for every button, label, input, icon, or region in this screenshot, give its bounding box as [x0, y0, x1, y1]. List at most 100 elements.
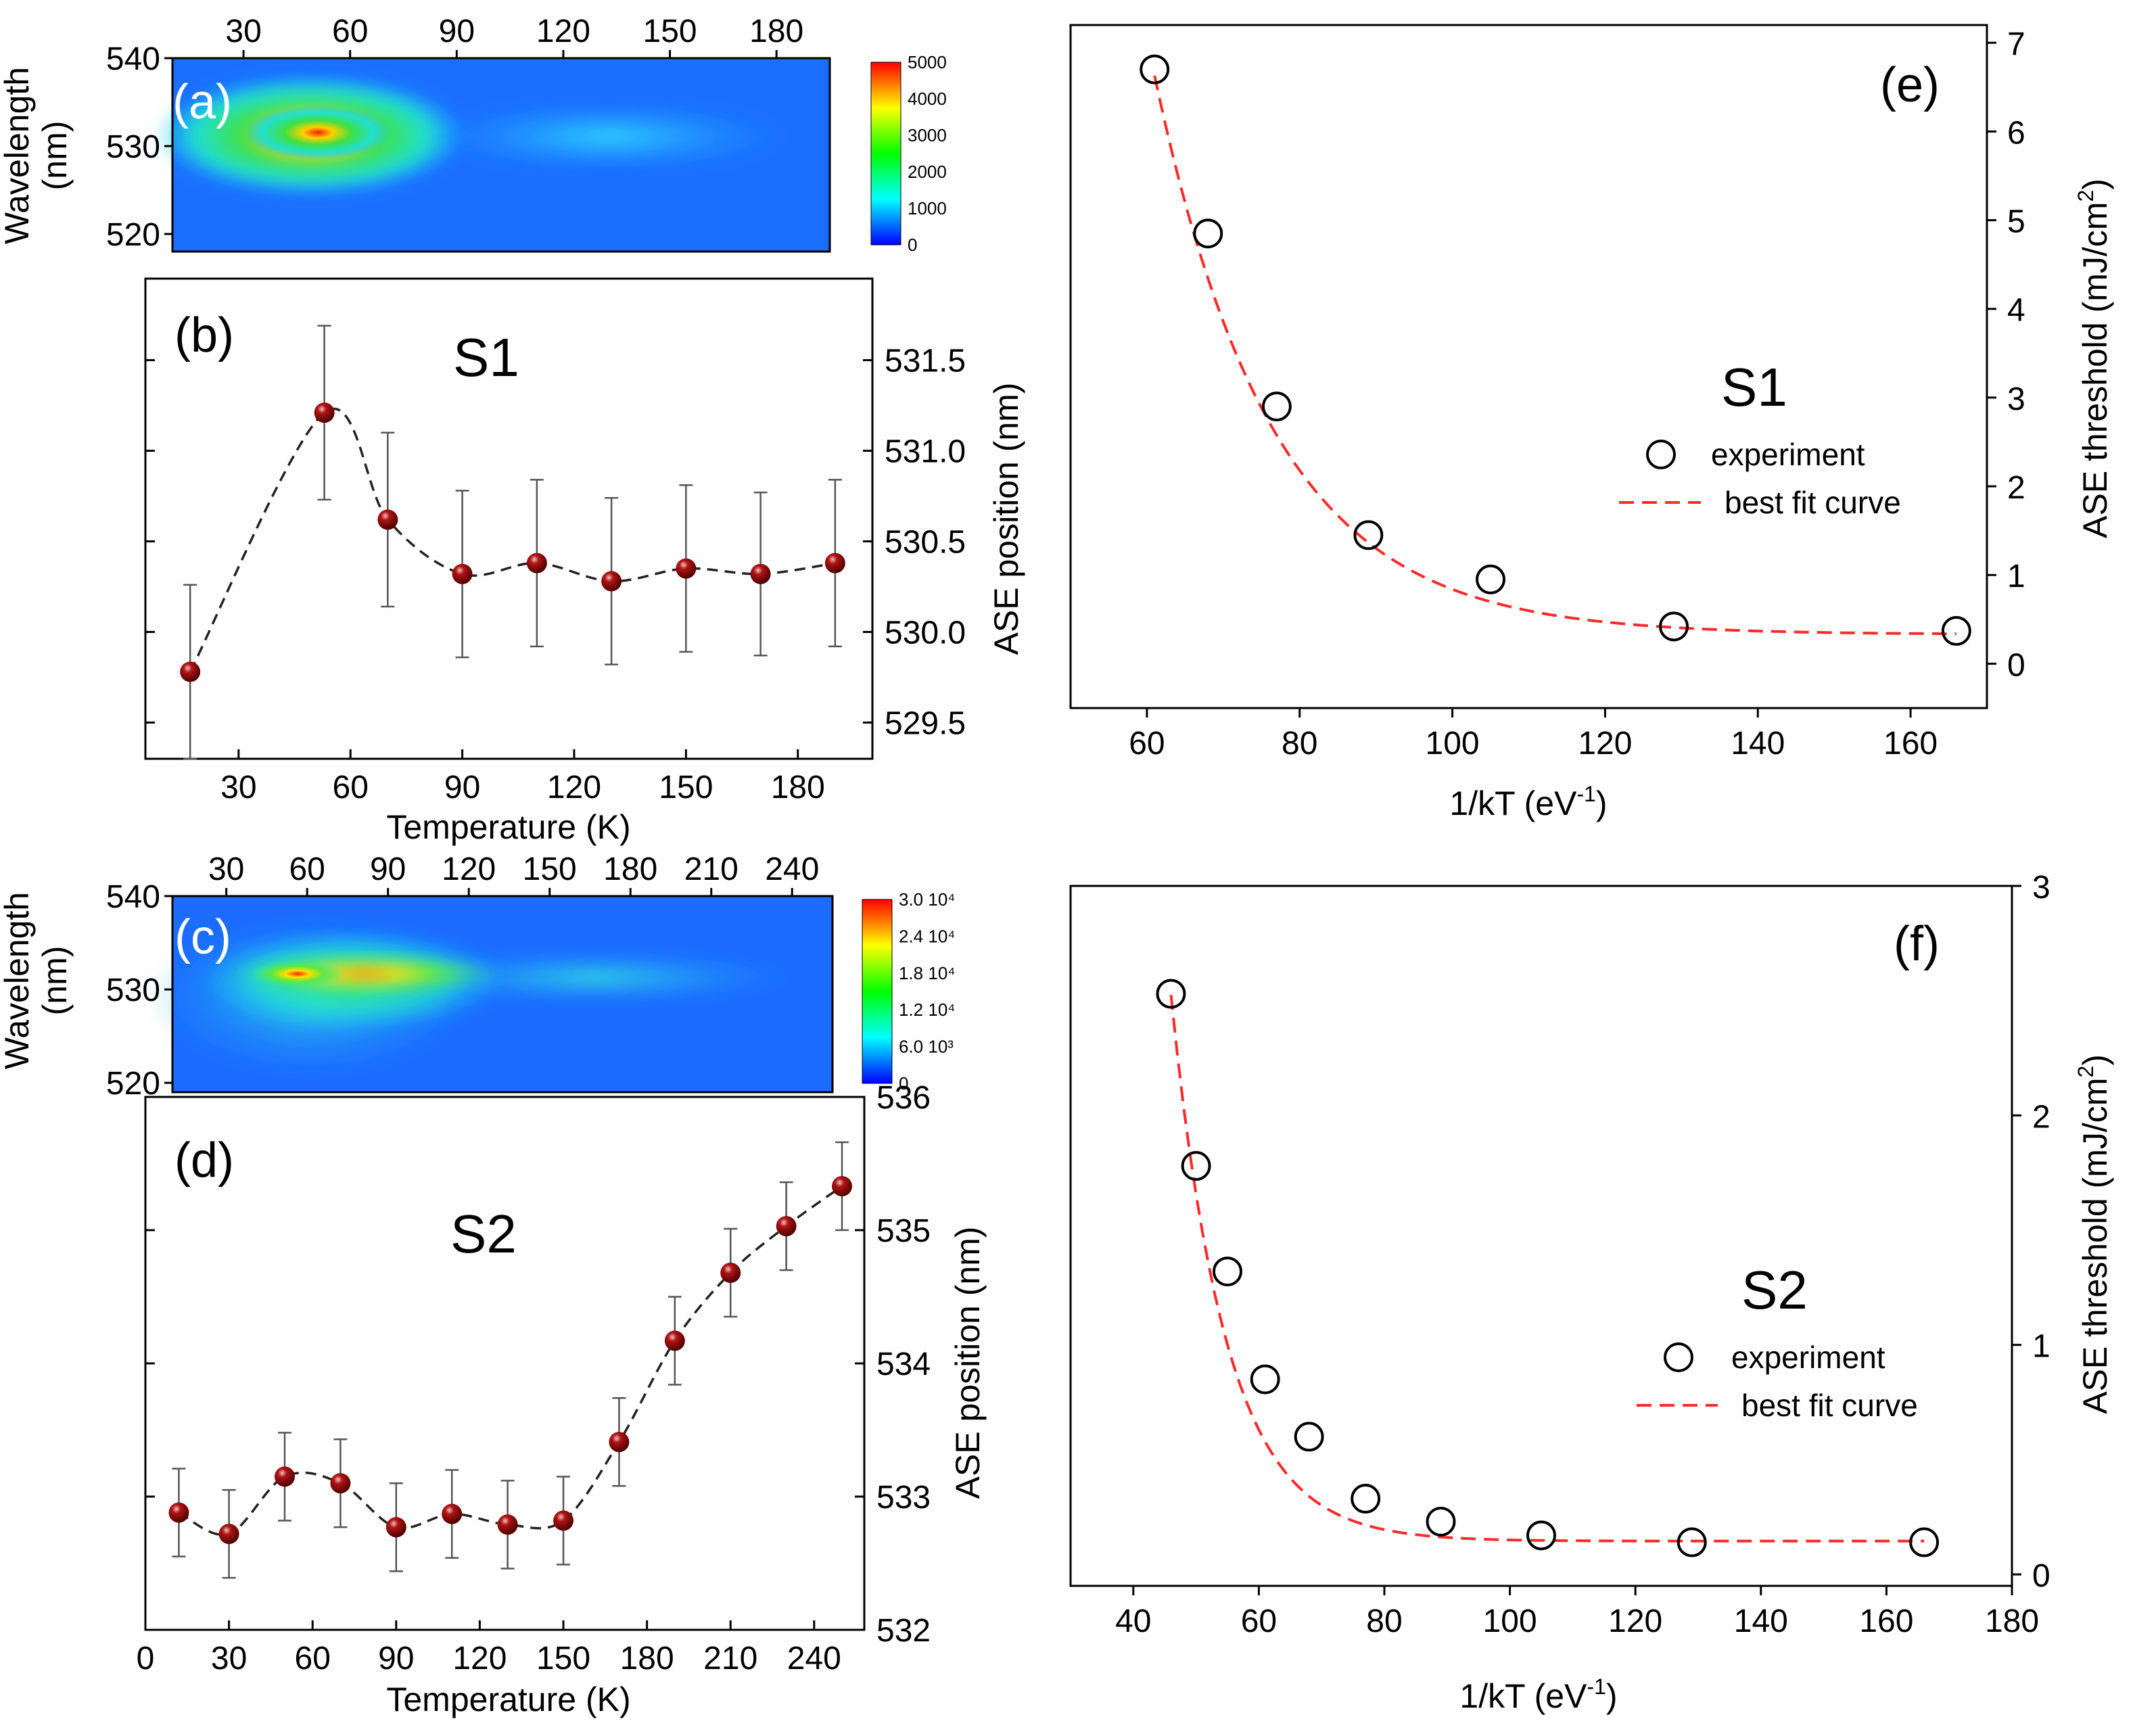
legend-fit-e: best fit curve — [1725, 485, 1901, 520]
panel-b: 30 60 90 120 150 180 529.5 530.0 530.5 531.0 531.5… — [144, 277, 1025, 846]
y-tick-label-d-4: 536 — [876, 1080, 931, 1116]
ylabel-unit-a: (nm) — [36, 121, 74, 191]
top-tick-label-c-7: 240 — [765, 851, 819, 887]
x-tick-label-d-8: 240 — [787, 1641, 841, 1676]
error-bar-point-d-10 — [720, 1227, 741, 1318]
y-tick-label-e-7: 7 — [2007, 26, 2025, 62]
y-tick-label-d-1: 533 — [876, 1480, 931, 1516]
x-tick-label-f-0: 40 — [1115, 1603, 1151, 1639]
y-tick-label-e-5: 5 — [2007, 204, 2025, 240]
xlabel-e: 1/kT (eV-1) — [1449, 782, 1607, 822]
x-tick-label-b-2: 90 — [444, 770, 480, 805]
data-point-e-4 — [1476, 564, 1506, 594]
data-point-e-0 — [1140, 54, 1170, 85]
y-tick-label-f-1: 1 — [2032, 1329, 2050, 1365]
error-bar-point-d-2 — [275, 1432, 296, 1522]
error-bar-point-b-5 — [601, 496, 622, 665]
data-point-d-11 — [776, 1216, 797, 1237]
panel-d: 0 30 60 90 120 150 180 210 240 532 533 534 535 536 (d… — [137, 1080, 987, 1718]
ylabel-d: ASE position (nm) — [949, 1227, 987, 1499]
error-bar-point-d-7 — [553, 1476, 574, 1566]
data-point-d-1 — [218, 1524, 239, 1545]
trend-line-b — [189, 407, 836, 673]
colorbar-label-a-4: 1000 — [908, 198, 947, 218]
y-tick-label-e-1: 1 — [2007, 559, 2025, 594]
panel-label-a: (a) — [172, 75, 232, 129]
heatmap-c — [149, 896, 833, 1092]
error-bar-point-b-1 — [314, 325, 335, 501]
colorbar-label-c-4: 6.0 10³ — [899, 1037, 954, 1057]
data-point-b-8 — [824, 553, 845, 573]
y-tick-label-c-1: 530 — [106, 972, 160, 1008]
legend-marker-f — [1664, 1342, 1693, 1372]
panel-label-e: (e) — [1880, 58, 1940, 112]
error-bar-point-d-1 — [218, 1488, 239, 1579]
colorbar-label-a-0: 5000 — [908, 52, 947, 72]
data-point-d-8 — [609, 1432, 630, 1453]
data-point-e-5 — [1659, 611, 1689, 642]
x-tick-label-d-6: 180 — [620, 1641, 674, 1676]
error-bar-point-b-6 — [676, 484, 697, 653]
colorbar-label-a-1: 4000 — [908, 89, 947, 109]
x-tick-label-f-4: 120 — [1608, 1603, 1662, 1639]
panel-e: 60 80 100 120 140 160 0 1 2 3 4 5 6 7 (e) S1 experime… — [1069, 24, 2114, 822]
x-tick-label-d-4: 120 — [452, 1641, 507, 1676]
y-tick-label-c-0: 520 — [106, 1066, 160, 1102]
data-point-f-8 — [1677, 1527, 1707, 1557]
x-tick-label-e-3: 120 — [1578, 726, 1632, 761]
x-tick-label-d-2: 60 — [295, 1641, 331, 1676]
series-label-d: S2 — [450, 1204, 517, 1264]
series-label-e: S1 — [1721, 357, 1787, 417]
error-bar-point-b-3 — [452, 490, 473, 659]
x-tick-label-b-0: 30 — [220, 770, 256, 805]
x-tick-label-e-5: 160 — [1883, 726, 1938, 761]
data-point-e-1 — [1193, 218, 1223, 249]
data-point-d-10 — [720, 1263, 741, 1284]
ylabel-e: ASE threshold (mJ/cm2) — [2073, 179, 2114, 538]
data-point-d-6 — [497, 1514, 518, 1535]
error-bar-point-d-3 — [330, 1438, 351, 1528]
error-bar-point-b-7 — [750, 491, 771, 657]
top-tick-label-a-4: 150 — [643, 14, 697, 49]
legend-experiment-e: experiment — [1711, 437, 1865, 472]
x-tick-label-d-7: 210 — [703, 1641, 757, 1676]
panel-label-c: (c) — [174, 910, 231, 964]
data-point-f-5 — [1351, 1484, 1381, 1514]
x-tick-label-f-7: 180 — [1985, 1603, 2039, 1639]
x-tick-label-e-0: 60 — [1129, 726, 1165, 761]
data-point-f-9 — [1909, 1527, 1940, 1557]
x-tick-label-e-1: 80 — [1282, 726, 1317, 761]
data-point-e-6 — [1941, 615, 1971, 646]
legend-fit-f: best fit curve — [1741, 1388, 1918, 1423]
data-point-b-4 — [526, 553, 547, 573]
error-bar-point-d-6 — [497, 1480, 518, 1570]
colorbar-label-a-3: 2000 — [908, 162, 947, 182]
ylabel-c: Wavelength — [0, 892, 36, 1069]
panel-label-d: (d) — [174, 1133, 234, 1188]
data-point-f-2 — [1213, 1257, 1242, 1287]
x-tick-label-e-2: 100 — [1426, 726, 1480, 761]
y-tick-label-b-0: 529.5 — [885, 705, 966, 741]
top-tick-label-c-6: 210 — [684, 851, 739, 887]
xlabel-b: Temperature (K) — [386, 808, 630, 846]
error-bar-point-b-8 — [824, 479, 845, 648]
data-point-b-0 — [180, 661, 201, 682]
error-bar-point-d-12 — [832, 1141, 853, 1231]
panel-label-b: (b) — [174, 308, 234, 362]
top-tick-label-c-2: 90 — [370, 851, 406, 887]
y-tick-label-d-0: 532 — [876, 1613, 931, 1649]
colorbar-a: 5000 4000 3000 2000 1000 0 — [870, 52, 947, 255]
colorbar-label-a-5: 0 — [908, 235, 917, 255]
y-tick-label-d-2: 534 — [876, 1346, 931, 1382]
xlabel-f: 1/kT (eV-1) — [1459, 1674, 1617, 1715]
panel-f: 40 60 80 100 120 140 160 180 0 1 2 3 (f) S2 experim… — [1069, 870, 2114, 1715]
ylabel-b: ASE position (nm) — [987, 383, 1025, 655]
colorbar-c: 3.0 10⁴ 2.4 10⁴ 1.8 10⁴ 1.2 10⁴ 6.0 10³ 0 — [862, 889, 955, 1094]
colorbar-label-c-1: 2.4 10⁴ — [899, 926, 955, 946]
x-tick-label-b-3: 120 — [547, 770, 601, 805]
legend-marker-e — [1646, 440, 1676, 469]
top-tick-label-c-0: 30 — [208, 851, 244, 887]
y-tick-label-e-2: 2 — [2007, 470, 2025, 506]
data-point-d-4 — [385, 1517, 406, 1538]
error-bar-point-d-5 — [442, 1469, 463, 1559]
